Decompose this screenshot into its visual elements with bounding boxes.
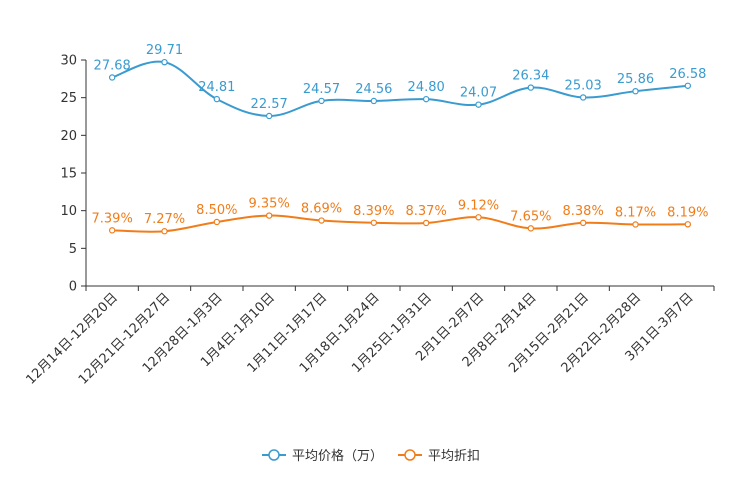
data-point[interactable] [527,84,535,91]
legend-marker-icon [268,449,280,461]
data-label: 8.37% [406,204,447,219]
data-label: 9.12% [458,198,499,213]
data-label: 7.65% [510,209,551,224]
legend-item-1[interactable]: 平均折扣 [398,449,480,464]
data-label: 25.03 [565,78,602,93]
data-point[interactable] [318,217,325,224]
data-label: 8.50% [196,203,237,218]
data-label: 24.81 [198,80,235,95]
legend-marker-icon [404,449,416,461]
data-point[interactable] [161,58,168,66]
data-point[interactable] [579,219,587,227]
legend-item-0[interactable]: 平均价格（万） [262,448,383,464]
data-label: 27.68 [94,58,131,73]
data-point[interactable] [108,227,116,234]
data-label: 8.17% [615,205,656,220]
data-label: 22.57 [251,97,288,112]
data-label: 26.34 [512,69,549,84]
data-point[interactable] [108,74,116,81]
y-tick-label: 10 [60,204,77,219]
data-point[interactable] [527,225,535,232]
data-point[interactable] [475,214,482,221]
data-label: 7.27% [144,212,185,227]
series-line-0 [111,60,688,117]
y-tick-label: 30 [60,54,77,69]
data-point[interactable] [579,94,587,101]
y-tick-label: 20 [60,129,77,144]
data-point[interactable] [475,101,482,108]
data-label: 24.56 [355,82,392,97]
data-point[interactable] [632,87,639,95]
data-label: 24.07 [460,86,497,101]
data-label: 24.57 [303,82,340,97]
data-point[interactable] [213,95,221,103]
data-point[interactable] [370,219,378,226]
data-point[interactable] [265,212,273,219]
series-line-1 [112,214,688,233]
data-labels: 27.68 29.71 24.81 22.57 24.57 24.56 24.80 24.07… [92,43,709,227]
data-point[interactable] [161,228,168,235]
data-point[interactable] [318,97,325,105]
legend-label: 平均价格（万） [292,448,383,464]
data-label: 8.69% [301,202,342,217]
data-point[interactable] [684,221,692,228]
data-label: 8.39% [353,204,394,219]
y-tick-label: 25 [60,91,77,106]
y-tick-label: 5 [69,242,77,257]
data-label: 29.71 [146,43,183,58]
data-label: 7.39% [92,211,133,226]
data-point[interactable] [632,221,639,228]
data-label: 8.38% [563,204,604,219]
data-point[interactable] [213,218,221,226]
data-point[interactable] [422,95,430,103]
x-tick-label: 12月14日-12月20日 [24,290,121,387]
data-label: 8.19% [667,205,708,220]
data-point[interactable] [684,82,692,89]
data-label: 9.35% [249,197,290,212]
x-tick-label: 12月21日-12月27日 [76,290,173,387]
legend-label: 平均折扣 [428,449,480,464]
y-tick-label: 15 [60,167,77,182]
data-point[interactable] [265,112,273,120]
series-group [108,58,692,235]
y-tick-label: 0 [69,280,77,295]
data-label: 25.86 [617,72,654,87]
data-point[interactable] [422,219,430,227]
legend[interactable]: 平均价格（万） 平均折扣 [262,448,480,464]
data-point[interactable] [370,97,378,105]
data-label: 26.58 [669,67,706,82]
data-label: 24.80 [408,80,445,95]
